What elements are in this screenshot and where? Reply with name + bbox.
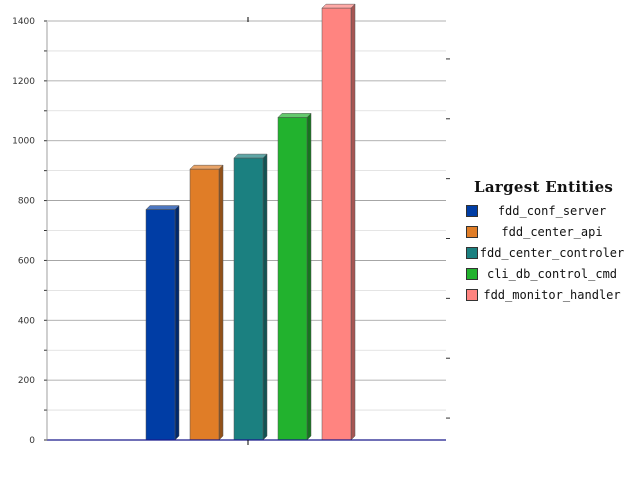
legend-item: fdd_monitor_handler	[466, 284, 636, 305]
y-tick-label: 1200	[12, 77, 35, 87]
bar-side	[262, 153, 268, 441]
bar-top	[145, 205, 180, 210]
bar-top	[233, 153, 268, 159]
bar-fdd_center_api	[189, 164, 224, 441]
legend-item: fdd_conf_server	[466, 200, 636, 221]
bar-side	[218, 164, 224, 441]
bar-front	[233, 157, 264, 441]
bar-front	[277, 117, 308, 441]
bar-front	[145, 209, 176, 441]
legend-swatch	[466, 267, 478, 280]
y-tick-label: 600	[18, 256, 35, 266]
legend-item: fdd_center_controler	[466, 242, 636, 263]
y-tick-label: 400	[18, 316, 35, 326]
bar-fdd_monitor_handler	[321, 3, 356, 441]
y-axis-ticks: 0 200 400 600 800 1000 1200 1400	[12, 17, 450, 446]
y-tick-label: 800	[18, 197, 35, 207]
legend-title: Largest Entities	[474, 178, 614, 196]
legend-label: cli_db_control_cmd	[486, 266, 618, 281]
legend-swatch	[466, 225, 478, 238]
bar-layer	[145, 3, 356, 441]
legend-swatch	[466, 204, 478, 217]
legend-swatch	[466, 288, 478, 301]
bar-side	[306, 112, 312, 441]
y-tick-label: 200	[18, 376, 35, 386]
legend-label: fdd_conf_server	[497, 203, 607, 218]
bar-top	[321, 3, 356, 9]
legend-item: fdd_center_api	[466, 221, 636, 242]
legend-item: cli_db_control_cmd	[466, 263, 636, 284]
legend-label: fdd_center_api	[501, 224, 603, 239]
legend: Largest Entities fdd_conf_server fdd_cent…	[466, 178, 636, 305]
y-tick-label: 0	[29, 436, 35, 446]
bar-fdd_center_controler	[233, 153, 268, 441]
legend-swatch	[466, 246, 478, 259]
bar-front	[189, 168, 220, 441]
legend-label: fdd_center_controler	[479, 245, 625, 260]
bar-side	[350, 3, 356, 441]
grid-layer	[47, 20, 446, 411]
bar-top	[189, 164, 224, 170]
legend-label: fdd_monitor_handler	[483, 287, 621, 302]
bar-top	[277, 113, 312, 118]
bar-front	[321, 7, 352, 441]
bar-cli_db_control_cmd	[277, 112, 312, 441]
y-tick-label: 1400	[12, 17, 35, 27]
legend-items: fdd_conf_server fdd_center_api fdd_center_…	[466, 200, 636, 305]
y-tick-label: 1000	[12, 137, 35, 147]
bar-fdd_conf_server	[145, 204, 180, 441]
bar-side	[174, 204, 180, 441]
